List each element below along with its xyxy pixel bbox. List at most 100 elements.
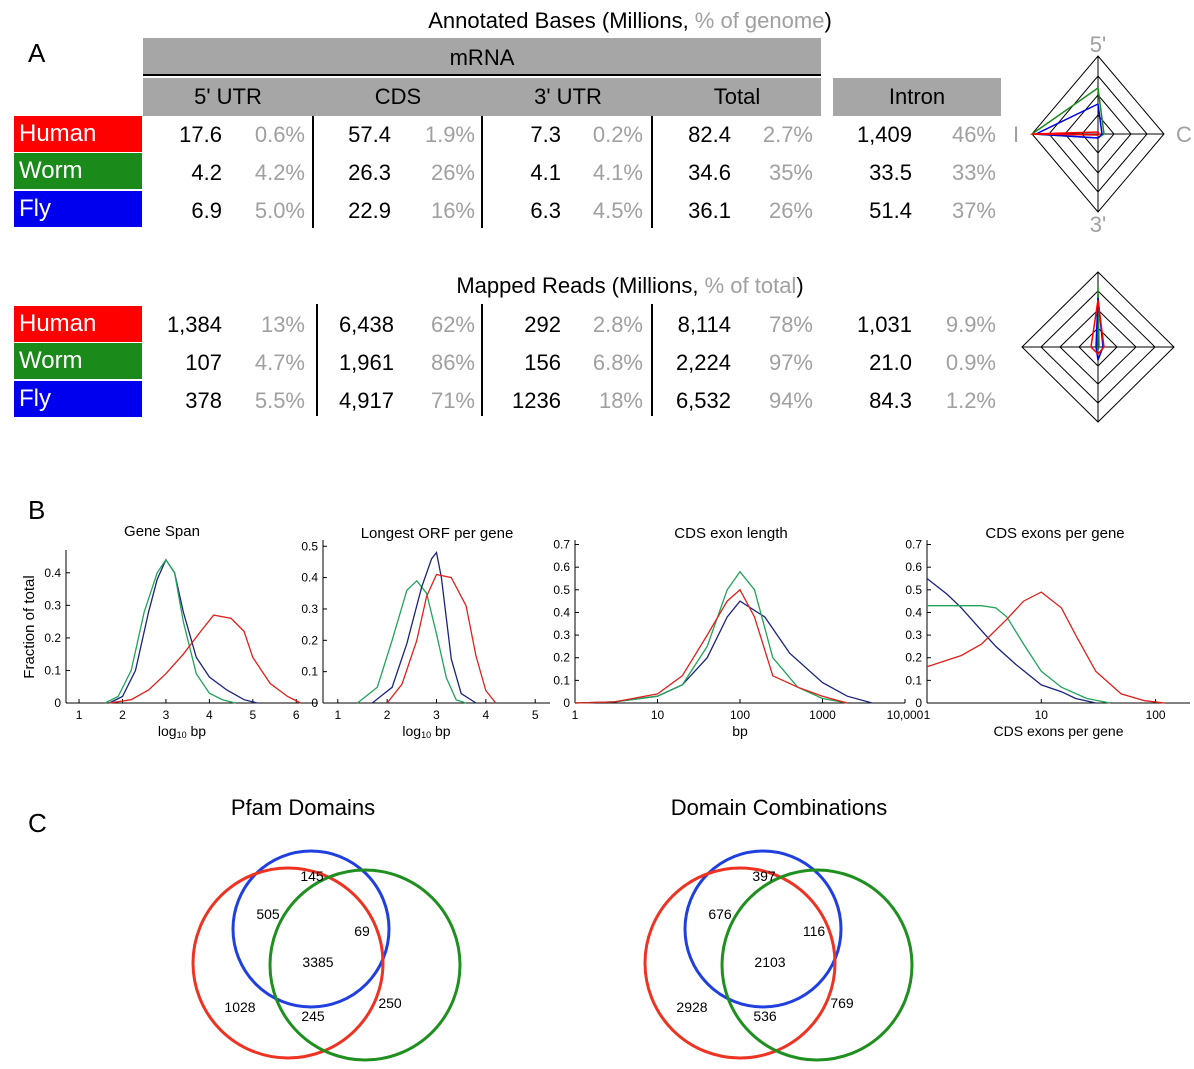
cell-value: 22.9 xyxy=(348,198,391,223)
y-tick-label: 0.4 xyxy=(44,566,61,580)
cell-percent: 26% xyxy=(430,160,475,185)
cell-percent: 0.2% xyxy=(592,122,643,147)
x-tick-label: 2 xyxy=(384,708,391,722)
venn-count-red-only: 2928 xyxy=(676,999,707,1015)
venn-count-red-green: 536 xyxy=(753,1008,777,1024)
header-5utr: 5' UTR xyxy=(194,84,262,109)
cell-value: 378 xyxy=(185,388,222,413)
cell-percent: 4.1% xyxy=(592,160,643,185)
separator xyxy=(481,116,483,228)
cell-percent: 86% xyxy=(430,350,475,375)
cell-value: 1,031 xyxy=(856,312,912,337)
panel-a-label: A xyxy=(28,38,46,68)
cell-value: 1,961 xyxy=(338,350,394,375)
series-line-green xyxy=(104,558,236,704)
cell-percent: 26% xyxy=(768,198,813,223)
species-label-worm: Worm xyxy=(14,343,142,379)
cell-percent: 5.0% xyxy=(254,198,305,223)
cell-percent: 33% xyxy=(951,160,996,185)
cell-percent: 16% xyxy=(430,198,475,223)
x-axis-label: log10 bp xyxy=(402,723,450,740)
radar-label-5prime: 5' xyxy=(1090,32,1106,57)
venn-diagram-1: Pfam Domains 145 505 69 3385 1028 245 250 xyxy=(191,795,462,1062)
species-label-worm: Worm xyxy=(14,153,142,189)
x-tick-label: 2 xyxy=(119,708,126,722)
x-axis-label: log10 bp xyxy=(158,723,206,740)
cell-percent: 13% xyxy=(260,312,305,337)
header-3utr: 3' UTR xyxy=(534,84,602,109)
y-tick-label: 0.7 xyxy=(553,538,570,552)
cell-percent: 2.7% xyxy=(762,122,813,147)
y-tick-label: 0.6 xyxy=(905,560,922,574)
x-tick-label: 1 xyxy=(76,708,83,722)
y-tick-label: 0.3 xyxy=(905,628,922,642)
cell-percent: 1.9% xyxy=(424,122,475,147)
series-line-red xyxy=(386,573,497,704)
venn-title: Pfam Domains xyxy=(231,795,375,820)
cell-percent: 4.7% xyxy=(254,350,305,375)
mrna-header: mRNA xyxy=(143,38,821,76)
y-tick-label: 0.4 xyxy=(553,605,570,619)
chart-1: Gene Span 0 0.1 0.2 0.3 0.4 1 2 3 4 5 6 log10 bp xyxy=(44,523,318,740)
cell-percent: 97% xyxy=(768,350,813,375)
species-label-human: Human xyxy=(14,116,142,152)
cell-percent: 1.2% xyxy=(945,388,996,413)
x-tick-label: 10 xyxy=(651,708,665,722)
cell-percent: 0.9% xyxy=(945,350,996,375)
x-tick-label: 10,000 xyxy=(887,708,924,722)
cell-value: 51.4 xyxy=(869,198,912,223)
cell-value: 82.4 xyxy=(688,122,731,147)
cell-percent: 4.2% xyxy=(254,160,305,185)
cell-percent: 4.5% xyxy=(592,198,643,223)
cell-value: 34.6 xyxy=(688,160,731,185)
y-tick-label: 0.3 xyxy=(301,602,318,616)
y-tick-label: 0.6 xyxy=(553,560,570,574)
cell-percent: 35% xyxy=(768,160,813,185)
venn-count-green-only: 769 xyxy=(830,995,854,1011)
x-axis-label: bp xyxy=(732,723,748,739)
cell-value: 1,409 xyxy=(856,122,912,147)
cell-percent: 2.8% xyxy=(592,312,643,337)
chart-title: CDS exon length xyxy=(674,525,787,542)
y-tick-label: 0.2 xyxy=(44,631,61,645)
radar-label-intron: I xyxy=(1013,122,1019,147)
venn-diagram-2: Domain Combinations 397 676 116 2103 2928 536 7… xyxy=(643,795,914,1062)
cell-percent: 9.9% xyxy=(945,312,996,337)
cell-percent: 18% xyxy=(598,388,643,413)
x-tick-label: 1000 xyxy=(809,708,836,722)
venn-count-blue-only: 397 xyxy=(752,868,776,884)
cell-percent: 71% xyxy=(430,388,475,413)
y-tick-label: 0 xyxy=(311,696,318,710)
column-header-row xyxy=(143,78,821,116)
venn-count-center: 3385 xyxy=(302,954,333,970)
venn-circle-red xyxy=(643,866,837,1060)
cell-percent: 0.6% xyxy=(254,122,305,147)
species-label-human: Human xyxy=(14,306,142,342)
venn-count-red-green: 245 xyxy=(301,1008,325,1024)
series-line-navy xyxy=(371,550,477,704)
panel-b-label: B xyxy=(28,495,46,525)
y-tick-label: 0.4 xyxy=(905,605,922,619)
chart-title: CDS exons per gene xyxy=(985,525,1124,542)
header-total: Total xyxy=(713,84,761,109)
y-tick-label: 0.1 xyxy=(301,665,318,679)
cell-value: 1236 xyxy=(512,388,561,413)
series-line-red xyxy=(926,591,1165,704)
cell-value: 36.1 xyxy=(688,198,731,223)
header-intron: Intron xyxy=(833,78,1001,116)
separator xyxy=(481,304,483,416)
venn-count-blue-only: 145 xyxy=(300,868,324,884)
venn-count-red-blue: 505 xyxy=(256,906,280,922)
y-tick-label: 0.5 xyxy=(553,583,570,597)
y-tick-label: 0.2 xyxy=(553,651,570,665)
radar-label-3prime: 3' xyxy=(1090,212,1106,237)
chart-2: Longest ORF per gene 0 0.1 0.2 0.3 0.4 0.5 1 2 3 4… xyxy=(301,525,550,740)
chart-4: CDS exons per gene 0 0.1 0.2 0.3 0.4 0.5 0.6 0.7… xyxy=(905,525,1190,739)
cell-value: 6.3 xyxy=(530,198,561,223)
venn-count-center: 2103 xyxy=(754,954,785,970)
series-line-red xyxy=(574,588,848,704)
cell-percent: 62% xyxy=(430,312,475,337)
x-tick-label: 4 xyxy=(483,708,490,722)
panel-c-venns: Pfam Domains 145 505 69 3385 1028 245 250 Domain… xyxy=(191,795,914,1062)
x-tick-label: 10 xyxy=(1035,708,1049,722)
